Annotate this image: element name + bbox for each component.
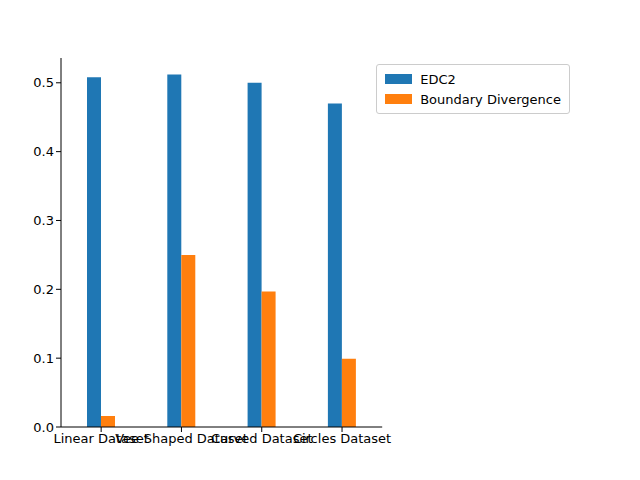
svg-text:0.4: 0.4 xyxy=(33,144,54,159)
svg-text:Curved Dataset: Curved Dataset xyxy=(210,431,313,447)
svg-text:Circles Dataset: Circles Dataset xyxy=(293,431,391,446)
svg-text:Vee-Shaped Dataset: Vee-Shaped Dataset xyxy=(115,431,248,447)
svg-text:0.5: 0.5 xyxy=(33,75,54,90)
svg-text:Linear Dataset: Linear Dataset xyxy=(53,431,149,447)
svg-text:0.3: 0.3 xyxy=(33,213,54,228)
html-text:Boundary Divergence: Boundary Divergence xyxy=(420,91,561,107)
svg-text:0.2: 0.2 xyxy=(33,282,54,297)
svg-text:0.0: 0.0 xyxy=(33,420,54,435)
svg-text:0.1: 0.1 xyxy=(33,351,54,366)
html-text:EDC2: EDC2 xyxy=(420,71,456,87)
